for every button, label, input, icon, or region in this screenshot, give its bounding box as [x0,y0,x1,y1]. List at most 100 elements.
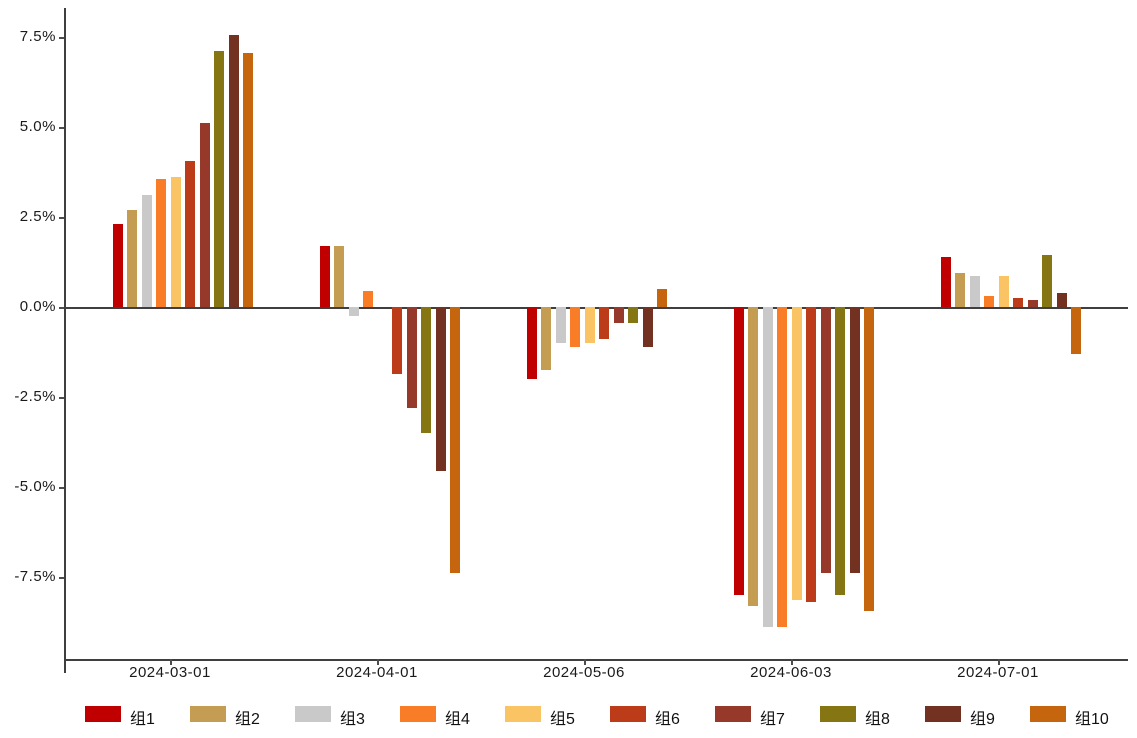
legend-swatch-icon [925,706,961,722]
legend-swatch-icon [610,706,646,722]
legend-swatch-icon [715,706,751,722]
legend-item-组7: 组7 [715,704,815,728]
y-axis-tick-label: -2.5% [14,388,56,405]
bar-组10-2024-07-01 [1071,307,1082,354]
bar-组1-2024-05-06 [526,307,537,379]
x-axis-tick [791,659,793,665]
bar-组8-2024-03-01 [214,51,225,307]
y-axis-tick-label: -7.5% [14,568,56,585]
y-axis-tick [59,577,64,579]
zero-line [64,307,1128,309]
bar-组7-2024-06-03 [820,307,831,574]
bar-组9-2024-06-03 [849,307,860,574]
bar-组6-2024-06-03 [806,307,817,603]
legend-swatch-icon [85,706,121,722]
legend-item-组2: 组2 [190,704,290,728]
legend-label: 组7 [760,711,785,728]
bar-组3-2024-04-01 [348,307,359,316]
bar-组4-2024-07-01 [984,296,995,307]
x-axis-line [64,659,1128,661]
bar-组9-2024-03-01 [228,35,239,307]
legend-item-组6: 组6 [610,704,710,728]
legend-label: 组9 [970,711,995,728]
y-axis-tick [59,307,64,309]
bar-组4-2024-06-03 [777,307,788,628]
bar-组6-2024-05-06 [599,307,610,340]
y-axis-tick [59,397,64,399]
bar-组10-2024-03-01 [243,53,254,307]
y-axis-tick [59,127,64,129]
bar-组3-2024-06-03 [762,307,773,628]
bar-组9-2024-05-06 [642,307,653,347]
bar-组2-2024-04-01 [334,245,345,307]
bar-组1-2024-04-01 [319,245,330,307]
x-axis-tick-label: 2024-04-01 [336,664,418,681]
y-axis-tick-label: 5.0% [19,118,56,135]
bar-组5-2024-06-03 [791,307,802,601]
legend-label: 组1 [130,711,155,728]
y-axis-line [64,8,66,673]
bar-组6-2024-03-01 [185,161,196,307]
bar-组9-2024-07-01 [1056,292,1067,307]
bar-组2-2024-06-03 [748,307,759,606]
bar-组4-2024-03-01 [156,179,167,307]
x-axis-tick [998,659,1000,665]
bar-组3-2024-07-01 [969,276,980,307]
y-axis-tick [59,487,64,489]
legend-item-组9: 组9 [925,704,1025,728]
legend-swatch-icon [820,706,856,722]
bar-组7-2024-04-01 [406,307,417,408]
bar-组10-2024-04-01 [450,307,461,574]
bar-组4-2024-05-06 [570,307,581,347]
legend-swatch-icon [400,706,436,722]
y-axis-tick [59,37,64,39]
y-axis-tick-label: -5.0% [14,478,56,495]
legend-label: 组2 [235,711,260,728]
bar-组1-2024-07-01 [940,256,951,307]
legend-label: 组3 [340,711,365,728]
bar-组8-2024-06-03 [835,307,846,595]
x-axis-tick-label: 2024-07-01 [957,664,1039,681]
legend-item-组1: 组1 [85,704,185,728]
legend-label: 组8 [865,711,890,728]
bar-组10-2024-05-06 [657,289,668,307]
bar-组1-2024-03-01 [112,224,123,307]
legend-item-组5: 组5 [505,704,605,728]
bar-组8-2024-04-01 [421,307,432,433]
y-axis-tick-label: 2.5% [19,208,56,225]
bar-组5-2024-03-01 [170,177,181,307]
legend-item-组8: 组8 [820,704,920,728]
y-axis-tick-label: 7.5% [19,28,56,45]
bar-组2-2024-07-01 [955,272,966,307]
x-axis-tick [584,659,586,665]
x-axis-tick-label: 2024-03-01 [129,664,211,681]
legend-item-组10: 组10 [1030,704,1130,728]
legend-swatch-icon [190,706,226,722]
legend-item-组4: 组4 [400,704,500,728]
bar-组2-2024-05-06 [541,307,552,370]
bar-组1-2024-06-03 [733,307,744,595]
bar-组6-2024-04-01 [392,307,403,374]
legend-label: 组6 [655,711,680,728]
bar-组3-2024-05-06 [555,307,566,343]
x-axis-tick-label: 2024-05-06 [543,664,625,681]
legend-label: 组10 [1075,711,1109,728]
legend-label: 组5 [550,711,575,728]
bar-组3-2024-03-01 [141,195,152,307]
bar-组10-2024-06-03 [864,307,875,612]
bar-组9-2024-04-01 [435,307,446,471]
legend-item-组3: 组3 [295,704,395,728]
legend-swatch-icon [1030,706,1066,722]
bar-组8-2024-07-01 [1042,254,1053,307]
bar-组5-2024-05-06 [584,307,595,343]
bar-组8-2024-05-06 [628,307,639,324]
x-axis-tick-label: 2024-06-03 [750,664,832,681]
bar-组7-2024-05-06 [613,307,624,324]
bar-组6-2024-07-01 [1013,298,1024,307]
x-axis-tick [170,659,172,665]
x-axis-tick [377,659,379,665]
y-axis-tick [59,217,64,219]
legend-label: 组4 [445,711,470,728]
bar-组2-2024-03-01 [127,209,138,307]
